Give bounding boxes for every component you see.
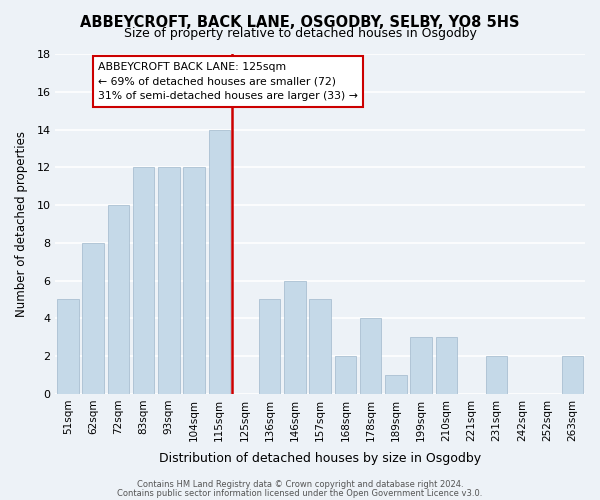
Text: Contains HM Land Registry data © Crown copyright and database right 2024.: Contains HM Land Registry data © Crown c… xyxy=(137,480,463,489)
Bar xyxy=(310,300,331,394)
Bar xyxy=(486,356,508,394)
Bar xyxy=(133,168,154,394)
Bar xyxy=(385,375,407,394)
Bar xyxy=(335,356,356,394)
Bar xyxy=(562,356,583,394)
Bar xyxy=(410,338,432,394)
Text: ABBEYCROFT BACK LANE: 125sqm
← 69% of detached houses are smaller (72)
31% of se: ABBEYCROFT BACK LANE: 125sqm ← 69% of de… xyxy=(98,62,358,101)
X-axis label: Distribution of detached houses by size in Osgodby: Distribution of detached houses by size … xyxy=(159,452,481,465)
Bar xyxy=(57,300,79,394)
Y-axis label: Number of detached properties: Number of detached properties xyxy=(15,131,28,317)
Bar xyxy=(82,243,104,394)
Text: ABBEYCROFT, BACK LANE, OSGODBY, SELBY, YO8 5HS: ABBEYCROFT, BACK LANE, OSGODBY, SELBY, Y… xyxy=(80,15,520,30)
Bar xyxy=(436,338,457,394)
Bar xyxy=(284,280,305,394)
Text: Contains public sector information licensed under the Open Government Licence v3: Contains public sector information licen… xyxy=(118,489,482,498)
Bar xyxy=(158,168,179,394)
Bar xyxy=(360,318,382,394)
Bar xyxy=(259,300,280,394)
Bar xyxy=(209,130,230,394)
Text: Size of property relative to detached houses in Osgodby: Size of property relative to detached ho… xyxy=(124,28,476,40)
Bar xyxy=(184,168,205,394)
Bar xyxy=(107,205,129,394)
